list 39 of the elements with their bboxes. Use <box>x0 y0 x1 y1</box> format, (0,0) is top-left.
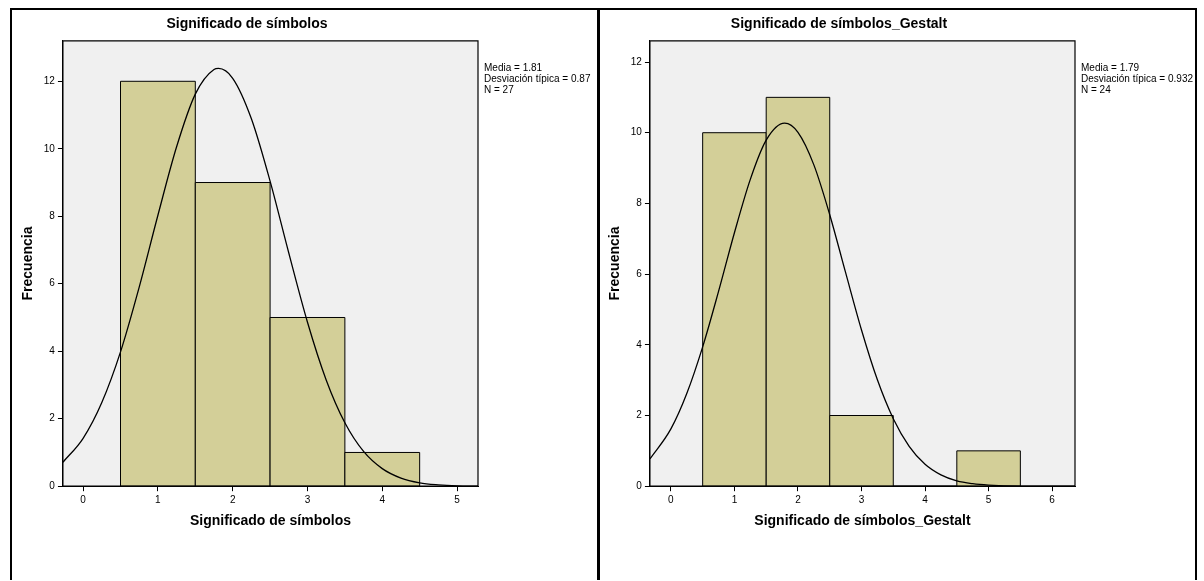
y-tick-label: 8 <box>49 210 56 222</box>
y-tick-label: 4 <box>636 338 643 350</box>
y-tick-label: 0 <box>636 479 643 491</box>
y-tick-label: 10 <box>43 142 56 154</box>
y-tick-label: 12 <box>630 55 643 67</box>
y-tick-label: 6 <box>636 267 643 279</box>
text: Desviación típica = 0.87 <box>484 72 591 84</box>
text: Media = 1.79 <box>1081 61 1140 73</box>
y-axis-title: Frecuencia <box>606 226 623 301</box>
y-tick-label: 12 <box>43 75 56 87</box>
y-tick-label: 0 <box>49 479 56 491</box>
y-tick-label: 4 <box>49 344 56 356</box>
text: N = 24 <box>1081 83 1112 95</box>
x-axis-title: Significado de símbolos <box>189 512 352 529</box>
text: Desviación típica = 0.932 <box>1081 72 1194 84</box>
chart-title: Significado de símbolos <box>166 15 328 32</box>
x-tick-label: 6 <box>1049 493 1056 505</box>
chart-title: Significado de símbolos_Gestalt <box>730 15 948 32</box>
x-tick-label: 2 <box>229 493 236 505</box>
y-tick-label: 6 <box>49 277 56 289</box>
x-tick-label: 1 <box>731 493 738 505</box>
x-tick-label: 5 <box>985 493 992 505</box>
x-tick-label: 4 <box>379 493 386 505</box>
text: Media = 1.81 <box>484 61 543 73</box>
y-tick-label: 8 <box>636 197 643 209</box>
x-tick-label: 2 <box>795 493 802 505</box>
text: N = 27 <box>484 83 515 95</box>
x-tick-label: 0 <box>80 493 87 505</box>
x-tick-label: 5 <box>454 493 461 505</box>
x-tick-label: 3 <box>858 493 865 505</box>
y-tick-label: 2 <box>49 412 56 424</box>
x-tick-label: 0 <box>668 493 675 505</box>
y-tick-label: 10 <box>630 126 643 138</box>
x-tick-label: 4 <box>922 493 929 505</box>
x-tick-label: 1 <box>155 493 162 505</box>
y-axis-title: Frecuencia <box>19 226 36 301</box>
x-tick-label: 3 <box>304 493 311 505</box>
x-axis-title: Significado de símbolos_Gestalt <box>754 512 971 529</box>
y-tick-label: 2 <box>636 409 643 421</box>
